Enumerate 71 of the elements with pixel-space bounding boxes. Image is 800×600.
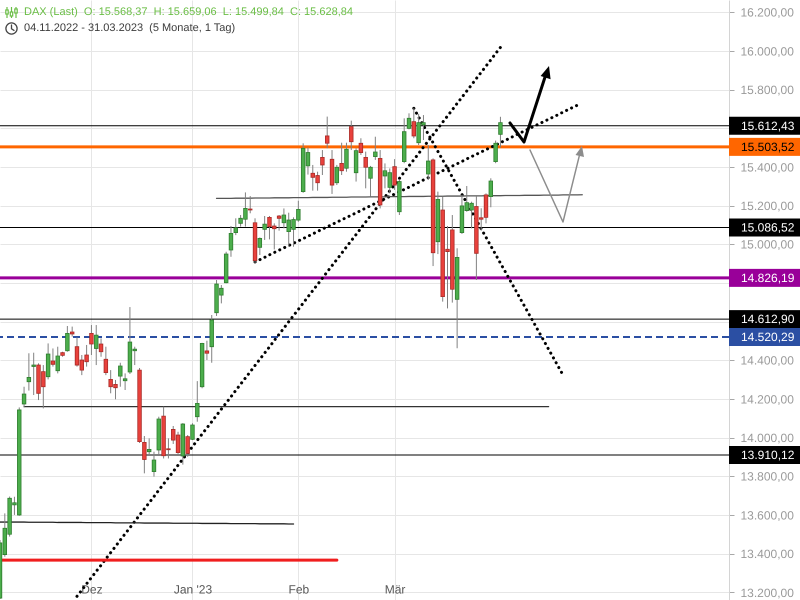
candlestick bbox=[26, 352, 32, 392]
ref-line-label: 14.612,90 bbox=[741, 312, 795, 326]
candlestick bbox=[248, 196, 252, 214]
candlestick bbox=[56, 346, 60, 374]
candlestick bbox=[89, 324, 94, 356]
candlestick bbox=[190, 422, 195, 441]
candlestick bbox=[325, 116, 330, 149]
candlestick bbox=[98, 338, 104, 358]
y-tick-label: 16.200,00 bbox=[740, 6, 794, 20]
candlestick bbox=[31, 352, 36, 396]
x-tick-label: Jan '23 bbox=[174, 582, 212, 596]
text: 04.11.2022 - 31.03.2023 (5 Monate, 1 Tag) bbox=[24, 21, 236, 36]
candlestick bbox=[118, 362, 122, 388]
candlestick bbox=[358, 138, 364, 156]
candlestick bbox=[70, 326, 74, 338]
candlestick bbox=[152, 451, 156, 478]
y-tick-label: 14.400,00 bbox=[740, 354, 794, 368]
candlestick bbox=[94, 324, 98, 366]
candlestick bbox=[46, 342, 50, 380]
ref-line-label: 14.826,19 bbox=[741, 270, 795, 285]
candlestick bbox=[22, 386, 26, 408]
candlestick bbox=[498, 116, 503, 148]
candlestick bbox=[142, 436, 147, 474]
y-tick-label: 13.200,00 bbox=[740, 586, 794, 600]
candlestick bbox=[122, 372, 128, 391]
ref-line-label: 15.086,52 bbox=[741, 220, 795, 234]
y-tick-label: 15.200,00 bbox=[740, 199, 794, 214]
candlestick bbox=[276, 214, 282, 232]
candlestick bbox=[349, 120, 354, 151]
ref-line-label: 13.910,12 bbox=[741, 448, 795, 462]
candlestick bbox=[426, 144, 430, 181]
candlestick bbox=[493, 140, 498, 164]
candlestick bbox=[50, 348, 56, 368]
candlestick bbox=[258, 236, 262, 256]
candlestick bbox=[344, 142, 349, 172]
x-tick-label: Dez bbox=[81, 582, 103, 596]
y-tick-label: 14.200,00 bbox=[740, 392, 794, 406]
candlestick bbox=[228, 226, 234, 258]
candlestick bbox=[195, 380, 200, 422]
candlestick bbox=[354, 148, 358, 182]
candlestick bbox=[339, 142, 344, 176]
candlestick bbox=[320, 150, 325, 176]
ref-line-label: 14.520,29 bbox=[741, 330, 795, 344]
y-tick-label: 14.000,00 bbox=[740, 431, 794, 446]
ref-line-label: 15.612,43 bbox=[741, 118, 795, 133]
y-tick-label: 13.800,00 bbox=[740, 470, 794, 484]
ref-line-label: 15.503,52 bbox=[741, 140, 795, 154]
candlestick bbox=[392, 158, 397, 190]
y-tick-label: 16.000,00 bbox=[740, 44, 794, 58]
candlestick bbox=[204, 340, 210, 361]
candlestick bbox=[488, 178, 494, 208]
candlestick bbox=[185, 434, 190, 458]
x-tick-label: Mär bbox=[384, 582, 406, 596]
y-tick-label: 13.600,00 bbox=[740, 508, 794, 522]
y-tick-label: 13.400,00 bbox=[740, 547, 794, 562]
candlestick bbox=[262, 215, 267, 240]
candlestick bbox=[373, 136, 378, 160]
candlestick bbox=[65, 326, 70, 352]
candlestick bbox=[104, 346, 108, 376]
x-tick-label: Feb bbox=[288, 582, 310, 596]
candlestick bbox=[412, 108, 416, 139]
candlestick bbox=[364, 151, 368, 189]
candlestick bbox=[334, 164, 340, 186]
candlestick bbox=[234, 218, 238, 236]
candlestick bbox=[146, 438, 152, 455]
y-tick-label: 15.400,00 bbox=[740, 160, 794, 174]
candlestick bbox=[406, 112, 412, 130]
y-tick-label: 15.000,00 bbox=[740, 238, 794, 252]
y-tick-label: 15.800,00 bbox=[740, 83, 794, 98]
candlestick bbox=[484, 192, 488, 224]
text: DAX (Last) O: 15.568,37 H: 15.659,06 L: 15.499,84 C: 15.628,84 bbox=[24, 5, 353, 20]
